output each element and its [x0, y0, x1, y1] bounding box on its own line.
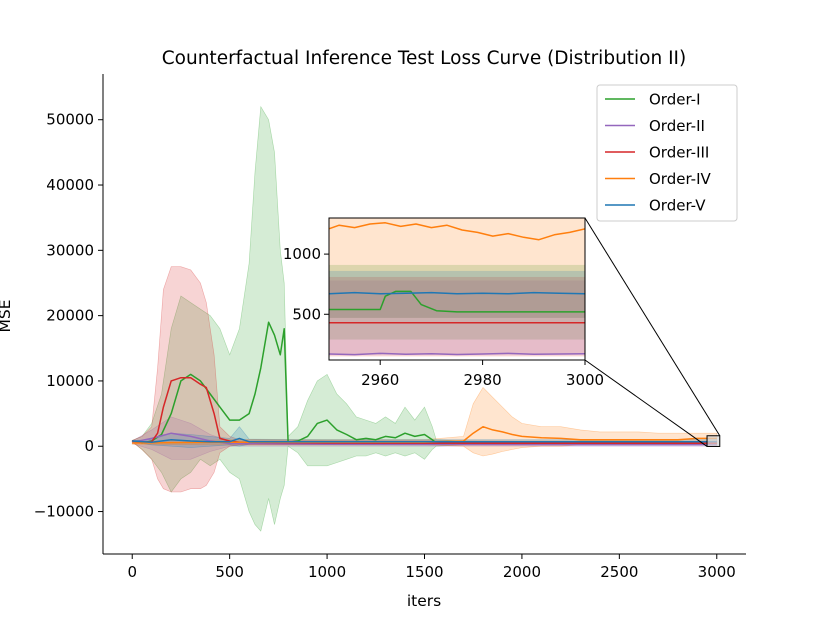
inset-frame: [328, 217, 586, 361]
legend-label: Order-II: [649, 117, 705, 135]
inset-x-tick-label: 3000: [566, 371, 604, 389]
inset-x-tick-label: 2980: [464, 371, 502, 389]
legend-label: Order-IV: [649, 170, 712, 188]
y-axis-label: MSE: [0, 299, 14, 332]
inset-y-tick-label: 500: [292, 305, 321, 323]
y-tick-label: −10000: [34, 503, 94, 521]
line-order-v: [132, 437, 717, 444]
inset-x-tick-label: 2960: [361, 371, 399, 389]
zoom-connector-top: [584, 217, 721, 437]
main-lines: [132, 321, 717, 446]
legend-item-order-ii: Order-II: [605, 117, 705, 135]
legend-box: [596, 84, 738, 222]
x-tick-label: 500: [215, 563, 244, 581]
legend: Order-I Order-II Order-III Order-IV Order-V: [596, 84, 738, 222]
inset-plot-area: [329, 218, 585, 357]
x-tick-label: 2000: [503, 563, 541, 581]
inset-band-order-iv: [329, 218, 585, 318]
x-tick-label: 0: [127, 563, 137, 581]
y-tick-label: 30000: [46, 241, 94, 259]
legend-item-order-iii: Order-III: [605, 144, 709, 162]
x-tick-label: 3000: [698, 563, 736, 581]
inset-line-order-v: [329, 291, 585, 295]
zoom-indicator: [584, 217, 721, 447]
inset-axes: 2960 2980 3000 500 1000: [283, 217, 604, 389]
legend-label: Order-V: [649, 197, 706, 215]
y-tick-label: 50000: [46, 111, 94, 129]
chart-title: Counterfactual Inference Test Loss Curve…: [162, 48, 687, 69]
main-axes: 0 500 1000 1500 2000 2500 3000 −10000 0 10000 2000…: [34, 74, 746, 581]
zoom-connector-bottom: [584, 359, 708, 447]
inset-band-order-i: [329, 264, 585, 340]
inset-line-order-i: [329, 290, 585, 313]
y-tick-label: 40000: [46, 176, 94, 194]
x-tick-label: 1500: [405, 563, 443, 581]
y-tick-label: 10000: [46, 372, 94, 390]
x-tick-label: 2500: [600, 563, 638, 581]
legend-item-order-v: Order-V: [605, 197, 706, 215]
legend-label: Order-III: [649, 144, 709, 162]
inset-background: [329, 218, 585, 360]
x-axis-label: iters: [407, 592, 441, 610]
legend-item-order-iv: Order-IV: [605, 170, 712, 188]
inset-y-tick-label: 1000: [283, 245, 321, 263]
zoom-box: [706, 435, 721, 447]
inset-line-order-iv: [329, 222, 585, 241]
inset-band-order-iii: [329, 276, 585, 357]
x-tick-label: 1000: [308, 563, 346, 581]
y-tick-label: 0: [84, 437, 94, 455]
y-tick-label: 20000: [46, 307, 94, 325]
inset-line-order-ii: [329, 352, 585, 356]
legend-label: Order-I: [649, 91, 701, 109]
legend-item-order-i: Order-I: [605, 91, 701, 109]
